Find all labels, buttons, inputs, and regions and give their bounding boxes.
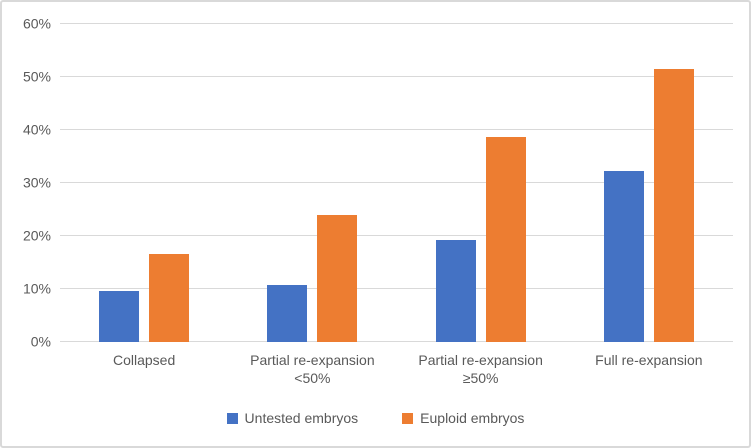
gridline-50	[60, 76, 733, 77]
x-axis-label-2: Partial re-expansion <50%	[228, 351, 396, 387]
bar-untested-4	[603, 170, 644, 342]
gridline-30	[60, 182, 733, 183]
gridline-10	[60, 288, 733, 289]
bar-euploid-1	[149, 253, 190, 342]
y-tick-label-30: 30%	[22, 174, 51, 191]
y-tick-label-50: 50%	[22, 68, 51, 85]
gridline-40	[60, 129, 733, 130]
legend-label: Euploid embryos	[420, 410, 525, 426]
legend-item-euploid: Euploid embryos	[402, 410, 524, 426]
bar-untested-2	[267, 284, 308, 342]
x-axis-label-3: Partial re-expansion ≥50%	[397, 351, 565, 387]
x-axis-labels: Collapsed Partial re-expansion <50% Partia…	[60, 351, 733, 387]
bar-group-4	[565, 24, 733, 342]
y-tick-label-60: 60%	[22, 15, 51, 32]
x-axis-label-text: Full re-expansion	[595, 352, 703, 368]
legend-swatch-icon	[402, 412, 414, 424]
x-axis-label-text: Partial re-expansion <50%	[250, 352, 375, 386]
legend-swatch-icon	[226, 412, 238, 424]
bar-euploid-4	[653, 68, 694, 342]
x-axis-label-text: Collapsed	[112, 352, 176, 368]
bar-group-3	[397, 24, 565, 342]
bar-untested-3	[435, 239, 476, 342]
plot-area: 0% 10% 20% 30% 40% 50% 60%	[23, 16, 733, 350]
bar-group-2	[228, 24, 396, 342]
y-tick-label-10: 10%	[22, 280, 51, 297]
bar-euploid-2	[317, 214, 358, 342]
gridline-20	[60, 235, 733, 236]
gridline-60	[60, 23, 733, 24]
y-tick-label-40: 40%	[22, 121, 51, 138]
legend-item-untested: Untested embryos	[226, 410, 359, 426]
x-axis-label-1: Collapsed	[60, 351, 228, 387]
x-axis-label-text: Partial re-expansion ≥50%	[418, 352, 543, 386]
legend-label: Untested embryos	[244, 410, 359, 426]
y-tick-label-20: 20%	[22, 227, 51, 244]
legend: Untested embryos Euploid embryos	[2, 410, 749, 426]
bar-euploid-3	[485, 137, 526, 342]
bar-untested-1	[99, 290, 140, 342]
bar-group-1	[60, 24, 228, 342]
x-axis-line	[60, 341, 733, 342]
y-tick-label-0: 0%	[30, 333, 51, 350]
x-axis-label-4: Full re-expansion	[565, 351, 733, 387]
